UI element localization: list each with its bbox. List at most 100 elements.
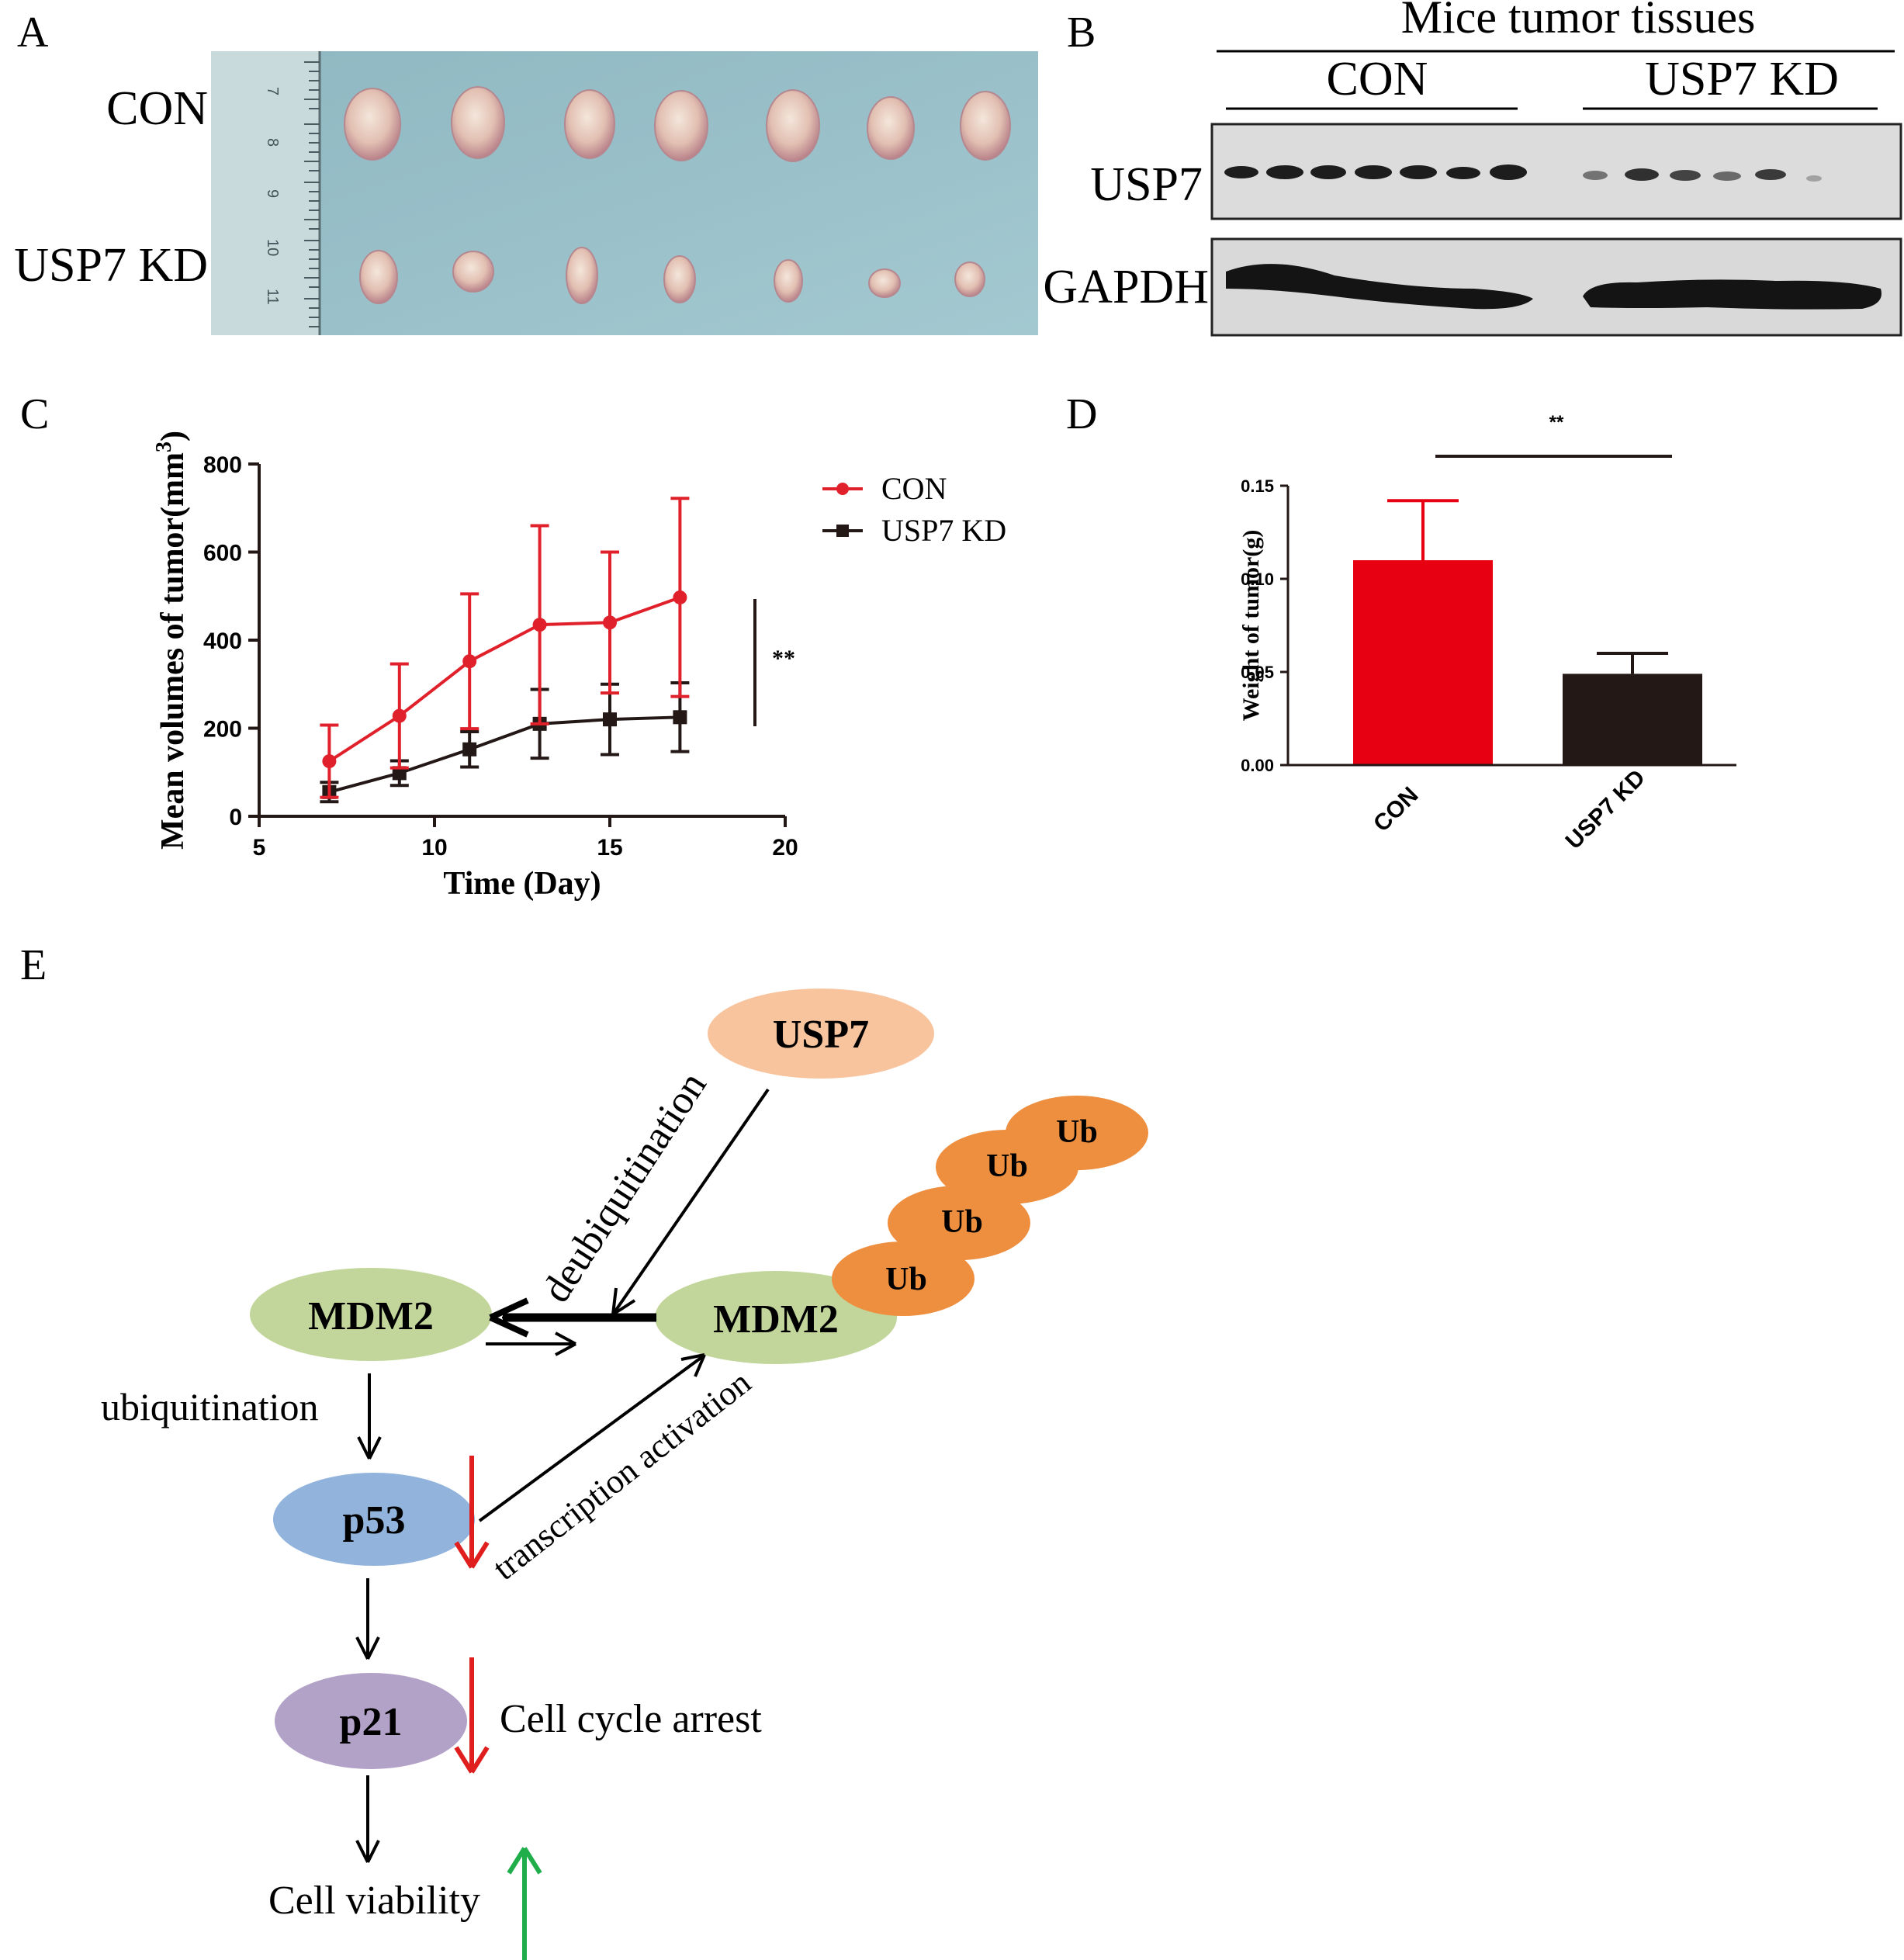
- legend-label-con: CON: [881, 471, 947, 506]
- panel-a-letter: A: [17, 9, 49, 57]
- ub-node-2: [888, 1186, 1030, 1260]
- y-axis-title: Mean volumes of tumor(mm3): [152, 431, 191, 850]
- kd-tumors: [359, 247, 985, 304]
- p21-to-viability-arrowhead: [355, 1840, 380, 1863]
- transcription-activation-arrowhead: [680, 1353, 706, 1377]
- legend-label-usp7kd: USP7 KD: [881, 513, 1006, 548]
- ubiquitination-cycle-arrowhead: [555, 1331, 576, 1356]
- panel-b-letter: B: [1067, 9, 1096, 57]
- panel-d-letter: D: [1066, 390, 1097, 438]
- tumor-photo: 7 8 9 10 11: [211, 51, 1038, 335]
- y-tick-label: 600: [203, 541, 242, 566]
- y-tick-label: 200: [203, 717, 242, 743]
- series-line-0: [328, 596, 681, 763]
- usp7-node-label: USP7: [773, 1013, 869, 1057]
- data-point-1: [673, 710, 687, 725]
- ubiquitination-label: ubiquitination: [101, 1385, 319, 1428]
- cell-viability-label: Cell viability: [268, 1879, 480, 1923]
- p53-down-arrowhead: [454, 1541, 490, 1569]
- ub-node-3: [936, 1130, 1078, 1204]
- data-point-0: [603, 615, 617, 630]
- ruler-mark-11: 11: [264, 289, 281, 305]
- bar-1: [1563, 674, 1702, 765]
- x-tick-label: 5: [253, 835, 266, 861]
- mdm2-to-p53-arrowhead: [357, 1436, 382, 1460]
- ruler-mark-10: 10: [264, 239, 281, 256]
- ub-node-1: [832, 1241, 975, 1316]
- group-label-con: CON: [1327, 53, 1428, 106]
- y-tick-label: 400: [203, 629, 242, 654]
- gapdh-bands: [1226, 264, 1881, 310]
- y-axis-title: Weight of tumor(g): [1238, 530, 1264, 722]
- series-line-1: [328, 715, 680, 794]
- mdm2-free-node: [250, 1268, 492, 1361]
- ub-label-3: Ub: [986, 1148, 1028, 1184]
- blot-header: Mice tumor tissues: [1401, 0, 1756, 43]
- data-point-0: [392, 708, 407, 723]
- p21-down-arrowhead: [454, 1746, 490, 1774]
- bar-0: [1353, 560, 1493, 765]
- y-tick-label: 0.00: [1241, 756, 1274, 775]
- usp7-bands: [1224, 164, 1822, 182]
- weight-significance: **: [1549, 412, 1564, 433]
- row-label-con: CON: [106, 82, 208, 135]
- group-label-usp7kd: USP7 KD: [1645, 53, 1839, 106]
- ub-label-1: Ub: [885, 1262, 927, 1297]
- panel-c-letter: C: [20, 390, 49, 438]
- p53-to-p21-arrowhead: [355, 1636, 380, 1660]
- volume-line-chart: 0 200 400 600 800 5 10 15 20 Time (Day) Mean volum…: [152, 431, 798, 902]
- p21-node: [275, 1673, 467, 1769]
- y-tick-label: 0.15: [1241, 476, 1274, 496]
- data-point-0: [673, 590, 687, 604]
- ub-label-2: Ub: [941, 1204, 983, 1240]
- p53-node-label: p53: [343, 1498, 406, 1543]
- ub-chain: Ub Ub Ub Ub: [832, 1096, 1148, 1316]
- panel-b: B Mice tumor tissues CON USP7 KD USP7 GA…: [1043, 0, 1902, 337]
- panel-c: C 0 200 400 600 800 5 10 15 20 Time (Day) Mean vol…: [20, 390, 1006, 902]
- ruler-mark-8: 8: [264, 138, 281, 147]
- usp7-node: [708, 989, 934, 1079]
- panel-e: E USP7 MDM2 MDM2 Ub Ub Ub Ub p53 p21: [20, 941, 1148, 1960]
- mdm2-ub-node: [655, 1271, 897, 1364]
- x-tick-label: 15: [597, 835, 622, 861]
- bar-category-label: CON: [1369, 782, 1423, 836]
- mdm2-free-label: MDM2: [308, 1294, 434, 1338]
- data-point-0: [462, 654, 477, 669]
- deubiquitination-arrowhead: [489, 1297, 529, 1338]
- transcription-activation-label: transcription activation: [486, 1363, 758, 1588]
- volume-significance: **: [772, 646, 795, 671]
- ruler-ticks: [304, 61, 320, 327]
- usp7-arrowhead: [611, 1287, 636, 1316]
- band-label-gapdh: GAPDH: [1043, 261, 1209, 313]
- usp7-arrow: [611, 1088, 770, 1316]
- y-tick-label: 0.10: [1241, 570, 1274, 589]
- panel-e-letter: E: [20, 941, 47, 989]
- p53-node: [273, 1473, 475, 1566]
- p21-node-label: p21: [340, 1700, 403, 1744]
- y-tick-label: 0.05: [1241, 663, 1274, 682]
- bar-category-label: USP7 KD: [1561, 765, 1650, 854]
- data-point-0: [322, 754, 337, 769]
- transcription-activation-arrow: [478, 1355, 704, 1522]
- cell-cycle-arrest-label: Cell cycle arrest: [500, 1697, 762, 1741]
- data-point-0: [532, 618, 547, 632]
- data-point-1: [603, 712, 617, 727]
- data-point-1: [392, 766, 407, 781]
- band-label-usp7: USP7: [1090, 158, 1203, 211]
- legend-marker-con: [836, 483, 849, 495]
- row-label-usp7kd: USP7 KD: [14, 239, 208, 292]
- volume-legend: CON USP7 KD: [822, 471, 1006, 548]
- panel-a: A CON USP7 KD: [14, 9, 1038, 335]
- panel-d: D CON USP7 KD 0.00 0.05 0.10 0.15 Weight of tu…: [1066, 390, 1736, 854]
- mdm2-ub-label: MDM2: [713, 1297, 839, 1342]
- x-tick-label: 20: [772, 835, 798, 861]
- con-tumors: [344, 86, 1011, 162]
- deubiquitination-label: deubiquitination: [534, 1065, 715, 1311]
- ruler-mark-7: 7: [264, 87, 281, 95]
- weight-bar-chart: CON USP7 KD 0.00 0.05 0.10 0.15 Weight of tumo…: [1238, 476, 1736, 854]
- y-tick-label: 800: [203, 452, 242, 478]
- data-point-1: [462, 742, 477, 757]
- viability-up-arrowhead: [507, 1847, 542, 1875]
- x-axis-title: Time (Day): [443, 866, 601, 902]
